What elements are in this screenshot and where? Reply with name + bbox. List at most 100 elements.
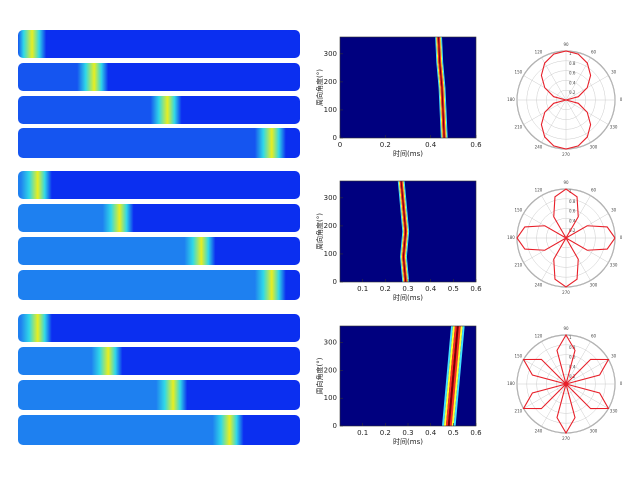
wave-band [442, 325, 454, 427]
wave-band [441, 36, 448, 139]
theta-tick-label: 330 [610, 409, 618, 414]
theta-tick-label: 0 [620, 235, 623, 240]
r-tick-label: 1 [569, 335, 572, 340]
theta-tick-label: 180 [507, 381, 515, 386]
x-tick-label: 0.2 [380, 141, 391, 149]
angular-grid [523, 359, 567, 385]
x-tick-label: 0.6 [470, 285, 482, 293]
wave-band [451, 325, 463, 427]
theta-tick-label: 60 [591, 187, 597, 192]
theta-tick-label: 240 [535, 283, 543, 288]
x-tick-label: 0.3 [402, 285, 413, 293]
r-tick-label: 0.8 [569, 61, 576, 66]
angular-grid [541, 341, 567, 385]
theta-tick-label: 180 [507, 97, 515, 102]
cylinder-strip [18, 171, 300, 199]
cylinder-strip [18, 347, 300, 375]
wave-band [398, 180, 405, 283]
wave-band [402, 180, 409, 283]
cylinder-strip [18, 237, 300, 265]
x-tick-label: 0.4 [425, 285, 437, 293]
y-axis-label: 周向角度(°) [315, 69, 324, 106]
cylinder-strip [18, 204, 300, 232]
theta-tick-label: 240 [535, 145, 543, 150]
r-tick-label: 0.8 [569, 199, 576, 204]
y-axis-label: 周向角度(°) [315, 213, 324, 250]
y-tick-label: 300 [324, 194, 337, 202]
angular-grid [541, 383, 567, 427]
angular-grid [523, 383, 567, 409]
theta-tick-label: 120 [535, 187, 543, 192]
y-tick-label: 200 [324, 78, 337, 86]
theta-tick-label: 270 [562, 290, 570, 295]
cylinder-strip [18, 128, 300, 158]
x-tick-label: 0.1 [357, 429, 368, 437]
cylinder-strip [18, 380, 300, 410]
wave-band [401, 180, 408, 283]
y-tick-label: 300 [324, 339, 337, 347]
theta-tick-label: 150 [515, 70, 523, 75]
y-tick-label: 200 [324, 222, 337, 230]
r-tick-label: 0.4 [569, 218, 576, 223]
theta-tick-label: 30 [611, 354, 617, 359]
wave-band [400, 180, 407, 283]
x-tick-label: 0.3 [402, 429, 413, 437]
x-tick-label: 0.6 [470, 141, 482, 149]
wave-band [447, 325, 459, 427]
x-tick-label: 0 [338, 141, 342, 149]
theta-tick-label: 180 [507, 235, 515, 240]
cylinder-strip [18, 270, 300, 300]
wave-band [438, 36, 445, 139]
wave-band [443, 325, 455, 427]
cylinder-strip [18, 30, 300, 58]
wave-band [440, 36, 447, 139]
y-tick-label: 0 [333, 422, 337, 430]
theta-tick-label: 150 [515, 208, 523, 213]
y-tick-label: 100 [324, 250, 337, 258]
theta-tick-label: 300 [590, 145, 598, 150]
y-tick-label: 100 [324, 106, 337, 114]
angular-grid [541, 57, 567, 101]
x-tick-label: 0.6 [470, 429, 482, 437]
directivity-curve [540, 50, 592, 150]
r-tick-label: 0.8 [569, 345, 576, 350]
r-tick-label: 0.2 [569, 90, 576, 95]
theta-tick-label: 0 [620, 381, 623, 386]
x-tick-label: 0.4 [425, 429, 437, 437]
angular-grid [541, 99, 567, 143]
theta-tick-label: 90 [563, 326, 569, 331]
y-tick-label: 200 [324, 366, 337, 374]
theta-tick-label: 60 [591, 49, 597, 54]
x-tick-label: 0.5 [448, 285, 459, 293]
wave-band [437, 36, 444, 139]
theta-tick-label: 270 [562, 152, 570, 157]
r-tick-label: 0.6 [569, 355, 576, 360]
wave-band [445, 325, 457, 427]
cylinder-strip [18, 63, 300, 91]
plot-frame [339, 36, 477, 139]
r-tick-label: 0.2 [569, 228, 576, 233]
directivity-curve [522, 333, 610, 435]
theta-tick-label: 90 [563, 180, 569, 185]
wave-band [403, 180, 410, 283]
y-tick-label: 100 [324, 394, 337, 402]
theta-tick-label: 210 [515, 263, 523, 268]
angular-grid [565, 57, 591, 101]
x-tick-label: 0.5 [448, 429, 459, 437]
x-tick-label: 0.2 [380, 285, 391, 293]
wave-band [397, 180, 404, 283]
theta-tick-label: 150 [515, 354, 523, 359]
cylinder-strip [18, 96, 300, 124]
r-tick-label: 1 [569, 189, 572, 194]
r-tick-label: 0.4 [569, 364, 576, 369]
theta-tick-label: 240 [535, 429, 543, 434]
angular-grid [565, 383, 609, 409]
y-tick-label: 300 [324, 50, 337, 58]
directivity-curve [516, 188, 616, 288]
r-tick-label: 0.4 [569, 80, 576, 85]
y-axis-label: 周向角度(°) [315, 357, 324, 394]
theta-tick-label: 60 [591, 333, 597, 338]
theta-tick-label: 270 [562, 436, 570, 441]
wave-band [436, 36, 443, 139]
